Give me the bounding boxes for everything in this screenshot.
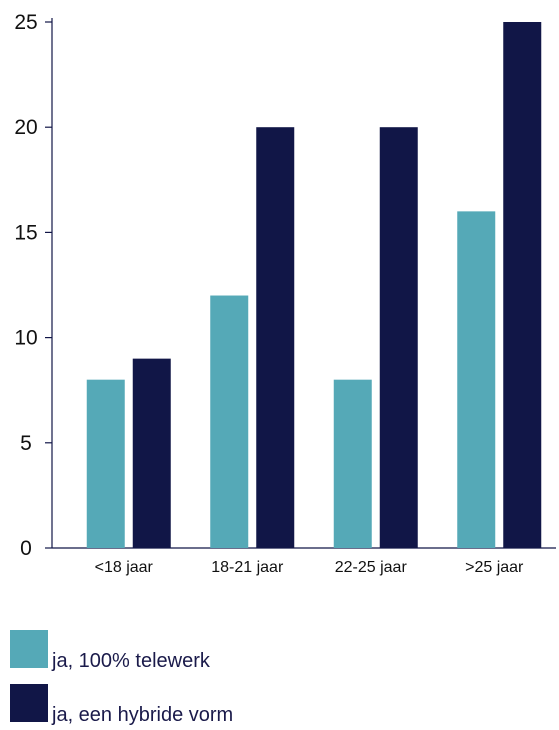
y-tick-label: 15	[14, 221, 37, 244]
bar	[256, 127, 295, 548]
bar	[457, 211, 496, 549]
legend-swatch-telewerk	[10, 630, 48, 668]
y-tick-label: 20	[14, 116, 37, 139]
x-axis: <18 jaar 18-21 jaar 22-25 jaar >25 jaar	[52, 547, 556, 576]
bars	[86, 22, 542, 549]
legend-label-telewerk: ja, 100% telewerk	[52, 650, 210, 672]
bar	[333, 379, 372, 548]
x-tick-label: 22-25 jaar	[335, 559, 408, 576]
y-tick-label: 10	[14, 327, 37, 350]
legend: ja, 100% telewerk ja, een hybride vorm	[10, 622, 233, 730]
legend-swatch-hybride	[10, 684, 48, 722]
x-tick-label: >25 jaar	[465, 559, 524, 576]
x-tick-label: <18 jaar	[95, 559, 154, 576]
y-tick-label: 25	[14, 11, 37, 34]
legend-item-telewerk: ja, 100% telewerk	[10, 622, 233, 672]
bar	[503, 22, 542, 548]
legend-label-hybride: ja, een hybride vorm	[52, 704, 234, 726]
bar	[210, 295, 249, 548]
y-tick-label: 0	[20, 537, 32, 560]
legend-item-hybride: ja, een hybride vorm	[10, 676, 234, 726]
bar	[86, 379, 125, 548]
y-tick-label: 5	[20, 432, 32, 455]
bar	[379, 127, 418, 548]
bar-chart: 0 5 10 15 20 25 <18 jaar 18-21 jaar 22-25 jaar >…	[14, 11, 556, 576]
x-tick-label: 18-21 jaar	[211, 559, 284, 576]
bar	[132, 358, 171, 548]
y-axis: 0 5 10 15 20 25	[14, 11, 53, 560]
